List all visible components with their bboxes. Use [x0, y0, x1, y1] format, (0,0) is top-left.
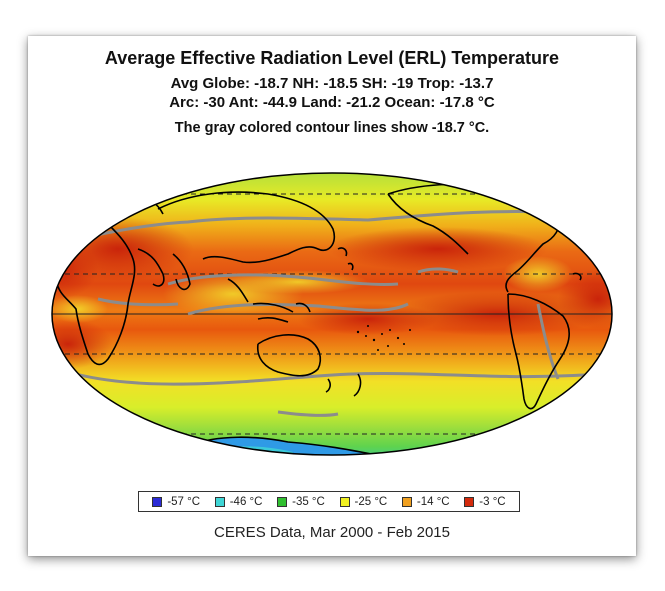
legend-item: -46 °C	[214, 495, 263, 508]
legend-swatch	[214, 496, 225, 507]
data-source: CERES Data, Mar 2000 - Feb 2015	[214, 524, 450, 541]
legend-swatch	[339, 496, 350, 507]
stats-line-1: Avg Globe: -18.7 NH: -18.5 SH: -19 Trop:…	[170, 75, 494, 92]
legend-label: -46 °C	[229, 495, 263, 508]
legend-item: -35 °C	[277, 496, 325, 508]
globe-outline	[51, 172, 613, 456]
map-field	[52, 173, 612, 455]
contour-lines	[57, 210, 612, 417]
legend-label: -25 °C	[354, 495, 388, 508]
legend-label: -57 °C	[167, 495, 201, 508]
contour-note: The gray colored contour lines show -18.…	[174, 120, 490, 136]
legend-item: -14 °C	[401, 495, 450, 508]
temperature-map	[51, 172, 613, 456]
figure-title: Average Effective Radiation Level (ERL) …	[104, 48, 560, 68]
legend-item: -25 °C	[339, 495, 388, 508]
color-legend: -57 °C -46 °C -35 °C -25 °C -14 °C -3 °C	[138, 491, 520, 512]
pacific-islands	[356, 325, 411, 351]
legend-swatch	[152, 496, 163, 507]
legend-label: -3 °C	[479, 495, 506, 508]
legend-swatch	[464, 496, 475, 507]
legend-swatch	[401, 496, 412, 507]
legend-item: -3 °C	[464, 495, 506, 508]
figure-card: Average Effective Radiation Level (ERL) …	[28, 36, 636, 556]
legend-label: -35 °C	[292, 495, 325, 508]
legend-item: -57 °C	[152, 496, 200, 508]
legend-label: -14 °C	[416, 495, 450, 508]
legend-swatch	[277, 496, 288, 507]
stats-line-2: Arc: -30 Ant: -44.9 Land: -21.2 Ocean: -…	[169, 94, 495, 111]
